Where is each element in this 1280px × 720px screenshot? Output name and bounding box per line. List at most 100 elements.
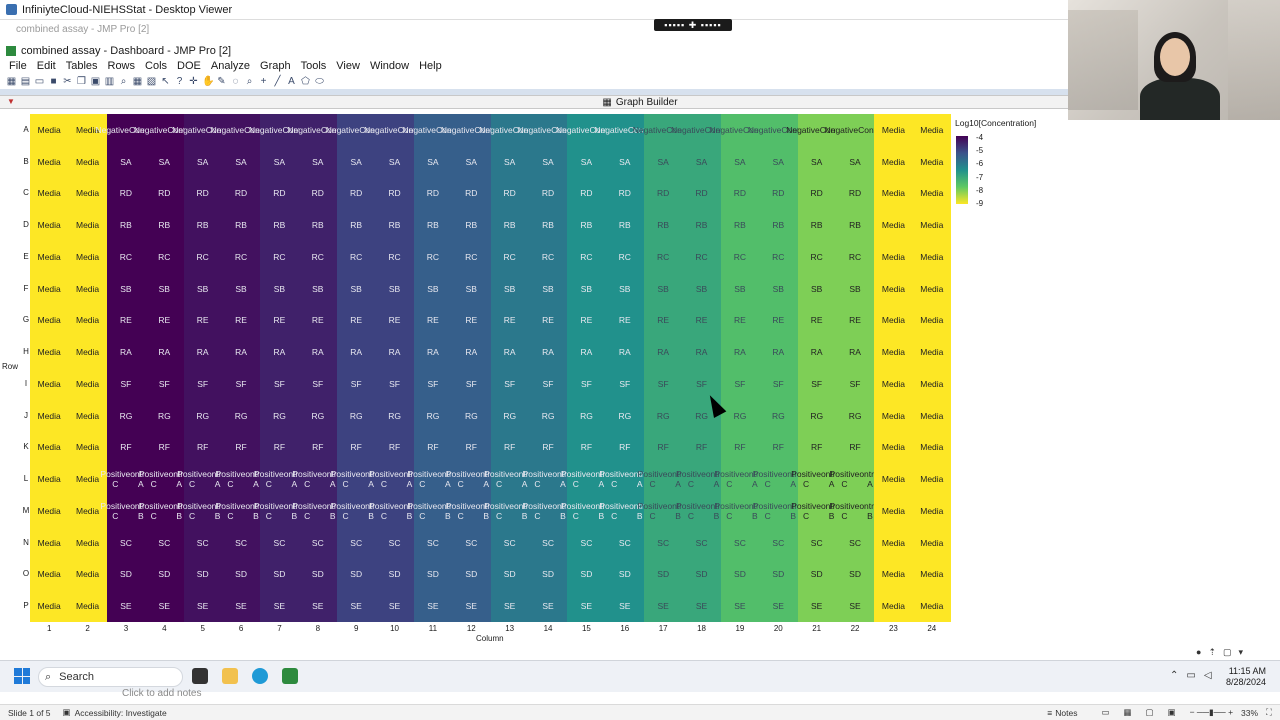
menu-view[interactable]: View <box>336 60 360 72</box>
heatmap-cell[interactable]: RA <box>490 336 529 368</box>
heatmap-cell[interactable]: SE <box>644 590 683 622</box>
heatmap-cell[interactable]: Media <box>874 114 913 146</box>
heatmap-cell[interactable]: Media <box>30 526 69 559</box>
heatmap-cell[interactable]: SF <box>106 368 146 400</box>
heatmap-cell[interactable]: RE <box>260 304 299 337</box>
heatmap-cell[interactable]: SE <box>835 590 875 622</box>
heatmap-cell[interactable]: SF <box>528 368 568 400</box>
heatmap-cell[interactable]: SB <box>375 272 414 305</box>
heatmap-cell[interactable]: RF <box>567 431 606 464</box>
heatmap-cell[interactable]: Media <box>912 495 951 527</box>
heatmap-cell[interactable]: SB <box>797 272 836 305</box>
heatmap-cell[interactable]: Negative Control <box>441 114 502 146</box>
heatmap-cell[interactable]: RG <box>337 399 376 432</box>
heatmap-cell[interactable]: RD <box>298 177 337 210</box>
heatmap-cell[interactable]: Media <box>68 241 107 273</box>
heatmap-cell[interactable]: RC <box>145 241 184 273</box>
heatmap-cell[interactable]: RF <box>797 431 836 464</box>
heatmap-cell[interactable]: SF <box>720 368 760 400</box>
heatmap-cell[interactable]: Negative Control <box>671 114 732 146</box>
heatmap-cell[interactable]: RG <box>605 399 644 432</box>
heatmap-cell[interactable]: Media <box>874 145 913 178</box>
heatmap-cell[interactable]: RB <box>298 209 337 241</box>
heatmap-cell[interactable]: RC <box>797 241 836 273</box>
heatmap-cell[interactable]: SB <box>413 272 453 305</box>
heatmap-cell[interactable]: RG <box>759 399 798 432</box>
heatmap-cell[interactable]: Negative Control <box>479 114 540 146</box>
heatmap-cell[interactable]: SD <box>145 558 184 591</box>
heatmap-cell[interactable]: SE <box>106 590 146 622</box>
heatmap-cell[interactable]: RF <box>605 431 644 464</box>
heatmap-cell[interactable]: Media <box>30 336 69 368</box>
heatmap-cell[interactable]: SB <box>298 272 337 305</box>
heatmap-cell[interactable]: RE <box>797 304 836 337</box>
heatmap-cell[interactable]: SC <box>644 526 683 559</box>
heatmap-cell[interactable]: RD <box>260 177 299 210</box>
heatmap-cell[interactable]: RE <box>375 304 414 337</box>
heatmap-cell[interactable]: RA <box>452 336 491 368</box>
heatmap-cell[interactable]: SE <box>567 590 606 622</box>
heatmap-cell[interactable]: Negative Control <box>518 114 579 146</box>
heatmap-cell[interactable]: Media <box>912 368 951 400</box>
heatmap-cell[interactable]: RD <box>490 177 529 210</box>
heatmap-cell[interactable]: RD <box>567 177 606 210</box>
heatmap-cell[interactable]: Media <box>912 145 951 178</box>
heatmap-cell[interactable]: SB <box>221 272 261 305</box>
heatmap-cell[interactable]: SD <box>528 558 568 591</box>
heatmap-cell[interactable]: RC <box>490 241 529 273</box>
heatmap-cell[interactable]: SE <box>145 590 184 622</box>
heatmap-cell[interactable]: SA <box>145 145 184 178</box>
heatmap-cell[interactable]: SD <box>720 558 760 591</box>
heatmap-cell[interactable]: SE <box>528 590 568 622</box>
heatmap-cell[interactable]: SD <box>260 558 299 591</box>
normal-view-icon[interactable]: ▭ <box>1101 707 1110 717</box>
heatmap-cell[interactable]: SA <box>337 145 376 178</box>
polygon-tool-icon[interactable]: ⬠ <box>301 75 310 87</box>
heatmap-cell[interactable]: Media <box>912 272 951 305</box>
taskbar-search[interactable]: ⌕ Search <box>38 667 183 687</box>
heatmap-cell[interactable]: RA <box>720 336 760 368</box>
heatmap-cell[interactable]: RB <box>260 209 299 241</box>
heatmap-cell[interactable]: SA <box>567 145 606 178</box>
heatmap-cell[interactable]: SC <box>260 526 299 559</box>
desktop-app-icon[interactable] <box>192 668 208 684</box>
heatmap-cell[interactable]: SF <box>221 368 261 400</box>
heatmap-cell[interactable]: SC <box>413 526 453 559</box>
heatmap-cell[interactable]: SF <box>452 368 491 400</box>
heatmap-cell[interactable]: SB <box>337 272 376 305</box>
heatmap-cell[interactable]: RG <box>490 399 529 432</box>
heatmap-cell[interactable]: SC <box>567 526 606 559</box>
heatmap-cell[interactable]: SF <box>644 368 683 400</box>
heatmap-cell[interactable]: RE <box>337 304 376 337</box>
heatmap-cell[interactable]: SC <box>835 526 875 559</box>
heatmap-cell[interactable]: Media <box>912 177 951 210</box>
heatmap-cell[interactable]: RA <box>567 336 606 368</box>
heatmap-cell[interactable]: RD <box>221 177 261 210</box>
heatmap-cell[interactable]: RF <box>413 431 453 464</box>
heatmap-cell[interactable]: Media <box>874 336 913 368</box>
heatmap-cell[interactable]: Media <box>30 241 69 273</box>
heatmap-cell[interactable]: RC <box>720 241 760 273</box>
scroll-up-icon[interactable]: ⇡ <box>1208 647 1216 657</box>
heatmap-cell[interactable]: Media <box>912 114 951 146</box>
remote-connection-bar[interactable]: ▪▪▪▪▪ ✚ ▪▪▪▪▪ <box>654 19 732 31</box>
heatmap-cell[interactable]: SA <box>375 145 414 178</box>
menu-cols[interactable]: Cols <box>145 60 168 72</box>
heatmap-cell[interactable]: RB <box>567 209 606 241</box>
heatmap-cell[interactable]: RG <box>797 399 836 432</box>
heatmap-cell[interactable]: SE <box>375 590 414 622</box>
heatmap-cell[interactable]: SD <box>375 558 414 591</box>
heatmap-cell[interactable]: RE <box>298 304 337 337</box>
heatmap-cell[interactable]: SA <box>183 145 222 178</box>
heatmap-cell[interactable]: Media <box>68 177 107 210</box>
heatmap-cell[interactable]: SC <box>221 526 261 559</box>
heatmap-cell[interactable]: RF <box>106 431 146 464</box>
heatmap-cell[interactable]: SA <box>413 145 453 178</box>
heatmap-cell[interactable]: SA <box>682 145 721 178</box>
heatmap-cell[interactable]: RE <box>490 304 529 337</box>
heatmap-cell[interactable]: SC <box>759 526 798 559</box>
